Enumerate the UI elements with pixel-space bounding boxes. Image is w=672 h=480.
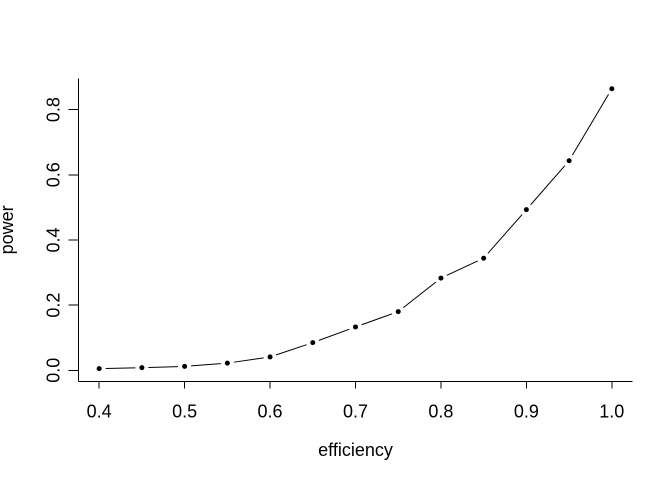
x-axis-title: efficiency xyxy=(318,440,393,460)
x-tick-label: 0.5 xyxy=(172,402,197,422)
series-segment xyxy=(148,366,179,368)
x-tick-label: 0.6 xyxy=(258,402,283,422)
x-tick-label: 1.0 xyxy=(599,402,624,422)
data-point xyxy=(96,366,102,372)
series-segment xyxy=(276,344,307,356)
data-point xyxy=(182,363,188,369)
data-point xyxy=(310,340,316,346)
series-segment xyxy=(487,214,523,254)
data-point xyxy=(353,324,358,330)
series-segment xyxy=(403,281,437,309)
data-point xyxy=(523,207,529,213)
series-segment xyxy=(191,363,221,367)
data-point xyxy=(267,354,273,360)
data-point xyxy=(224,360,230,366)
data-point xyxy=(481,255,487,261)
x-tick-label: 0.4 xyxy=(87,402,112,422)
y-axis-title: power xyxy=(0,205,17,254)
x-tick-label: 0.7 xyxy=(343,402,368,422)
y-tick-label: 0.6 xyxy=(44,162,64,187)
y-tick-label: 0.0 xyxy=(44,358,64,383)
y-tick-label: 0.2 xyxy=(44,293,64,318)
series-group xyxy=(96,86,615,372)
series-segment xyxy=(233,357,264,363)
series-segment xyxy=(361,313,393,326)
data-point xyxy=(609,86,615,92)
axes-group xyxy=(68,78,633,389)
series-segment xyxy=(446,260,478,276)
labels-group: 0.4 0.5 0.6 0.7 0.8 0.9 1.0 0.0 0.2 0.4 0.6 0.8 effi… xyxy=(0,97,624,460)
y-tick-label: 0.4 xyxy=(44,227,64,252)
data-point xyxy=(139,365,145,371)
y-tick-label: 0.8 xyxy=(44,97,64,122)
x-tick-label: 0.9 xyxy=(514,402,539,422)
x-tick-label: 0.8 xyxy=(428,402,453,422)
series-segment xyxy=(318,328,350,341)
data-point xyxy=(566,158,572,164)
data-point xyxy=(395,309,401,315)
series-segment xyxy=(105,367,136,370)
data-point xyxy=(438,275,444,281)
series-segment xyxy=(530,165,566,206)
series-segment xyxy=(571,94,609,156)
